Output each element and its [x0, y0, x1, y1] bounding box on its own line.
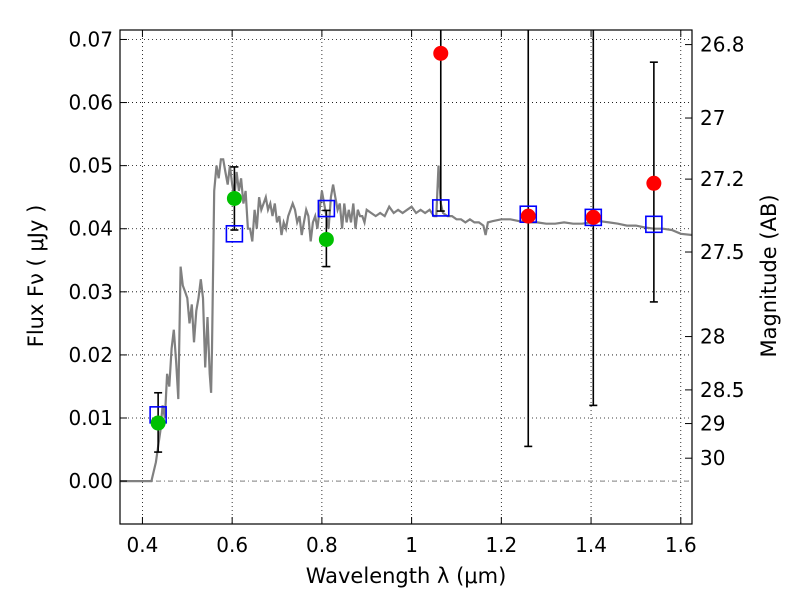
observed-flux-point	[318, 231, 334, 247]
model-photometry-square	[584, 208, 603, 227]
x-tick-label: 0.4	[127, 533, 159, 557]
grid-lines	[120, 30, 692, 524]
observed-flux-point	[585, 209, 601, 225]
y-tick-label: 0.01	[68, 406, 113, 430]
y-tick-label: 0.02	[68, 343, 113, 367]
y2-tick-label: 28	[700, 325, 725, 349]
x-axis-label: Wavelength λ (μm)	[306, 564, 507, 588]
plot-frame	[119, 29, 693, 525]
y2-tick-label: 28.5	[700, 378, 745, 402]
model-photometry-square	[431, 199, 450, 217]
observed-flux-point	[520, 208, 536, 224]
y2-tick-label: 27	[700, 106, 725, 130]
model-photometry-square	[645, 215, 663, 234]
y-tick-label: 0.03	[68, 280, 113, 304]
x-tick-label: 0.8	[306, 533, 338, 557]
x-tick-label: 1	[405, 533, 418, 557]
x-tick-label: 0.6	[216, 533, 248, 557]
y-tick-label: 0.05	[68, 154, 113, 178]
x-tick-label: 1.2	[485, 533, 517, 557]
data-points	[149, 45, 663, 431]
y-tick-label: 0.04	[68, 217, 113, 241]
plot-area	[120, 30, 692, 483]
model-spectrum-line	[120, 158, 692, 483]
y2-tick-label: 27.5	[700, 240, 745, 264]
observed-flux-point	[150, 415, 166, 431]
y2-axis-label: Magnitude (AB)	[757, 194, 781, 357]
model-photometry-square	[317, 199, 336, 218]
y2-tick-label: 29	[700, 412, 725, 436]
y2-axis-ticks: 26.8 27 27.2 27.5 28 28.5 29 30	[685, 33, 745, 470]
observed-flux-point	[433, 45, 449, 61]
y-tick-label: 0.00	[68, 469, 113, 493]
x-tick-label: 1.4	[575, 533, 607, 557]
observed-flux-point	[646, 175, 662, 191]
y-tick-label: 0.07	[68, 27, 113, 51]
observed-flux-point	[226, 190, 242, 206]
y2-tick-label: 27.2	[700, 167, 745, 191]
x-tick-label: 1.6	[665, 533, 697, 557]
y-axis-ticks: 0.00 0.01 0.02 0.03 0.04 0.05 0.06 0.07	[68, 27, 127, 493]
model-photometry-square	[225, 224, 244, 243]
y2-tick-label: 30	[700, 446, 725, 470]
y2-tick-label: 26.8	[700, 33, 745, 57]
y-axis-label: Flux Fν ( μJy )	[24, 205, 48, 348]
y-tick-label: 0.06	[68, 91, 113, 115]
x-axis-ticks: 0.4 0.6 0.8 1 1.2 1.4 1.6	[127, 30, 697, 557]
